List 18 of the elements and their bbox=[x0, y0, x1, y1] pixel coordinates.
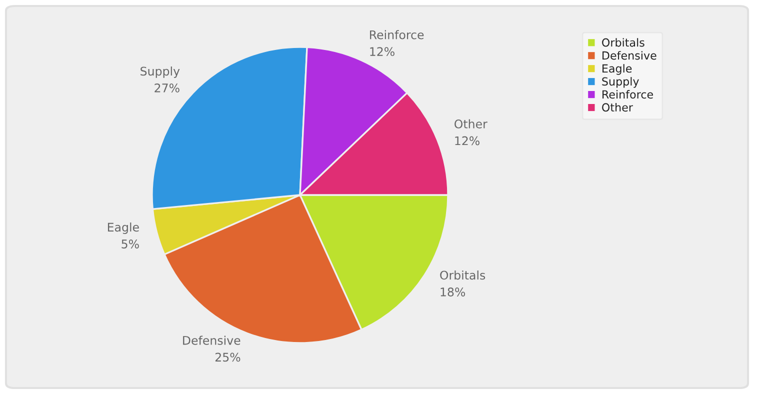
data-label: 27% bbox=[154, 84, 180, 92]
slice-label: Other bbox=[454, 119, 488, 128]
slice-label: Eagle bbox=[108, 222, 139, 234]
slice-label: Reinforce bbox=[370, 30, 424, 40]
legend-label: Reinforce bbox=[602, 90, 653, 99]
data-label: 5% bbox=[122, 240, 139, 248]
legend-label: Supply bbox=[602, 77, 639, 88]
data-label: 12% bbox=[370, 47, 394, 56]
data-label: 25% bbox=[215, 352, 240, 362]
legend-label: Orbitals bbox=[602, 38, 644, 47]
slice-label: Orbitals bbox=[440, 270, 486, 280]
data-label: 18% bbox=[440, 288, 466, 296]
legend-label: Other bbox=[602, 102, 633, 112]
slice-label: Supply bbox=[140, 66, 180, 78]
legend-label: Eagle bbox=[602, 64, 632, 75]
slice-label: Defensive bbox=[183, 336, 240, 345]
data-label: 12% bbox=[455, 136, 480, 146]
legend-label: Defensive bbox=[602, 51, 656, 60]
